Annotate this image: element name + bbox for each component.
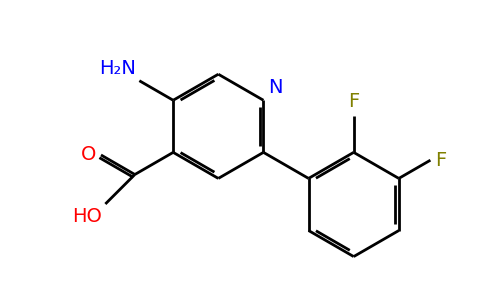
Text: H₂N: H₂N [99, 58, 136, 78]
Text: N: N [268, 78, 283, 97]
Text: F: F [435, 151, 446, 170]
Text: O: O [81, 146, 96, 164]
Text: F: F [348, 92, 359, 111]
Text: HO: HO [72, 207, 102, 226]
